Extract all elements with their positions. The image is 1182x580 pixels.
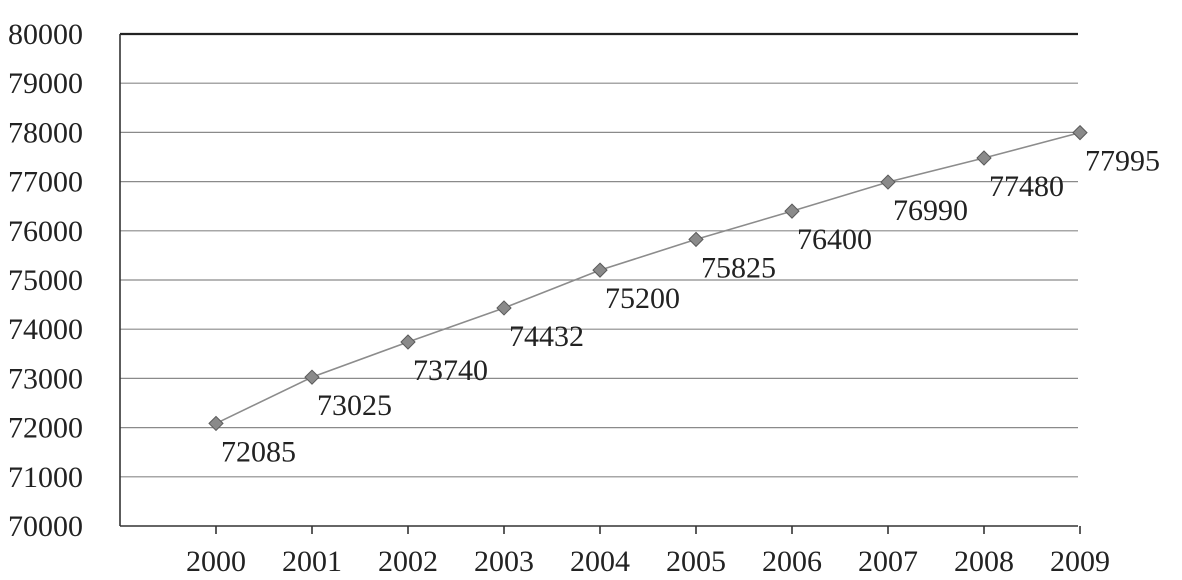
x-axis-tick-labels: 2000 2001 2002 2003 2004 2005 2006 2007 2008 2009 [186,545,1110,578]
series-line [215,131,1081,425]
y-axis-tick-labels: 70000 71000 72000 73000 74000 75000 76000 77000… [8,18,83,543]
y-tick-label-75000: 75000 [8,264,83,297]
y-tick-label-74000: 74000 [8,313,83,346]
grid-lines [120,82,1078,478]
x-tick-label-2007: 2007 [858,545,918,578]
y-tick-label-79000: 79000 [8,67,83,100]
data-label-2000: 72085 [221,435,296,468]
data-label-2005: 75825 [701,251,776,284]
data-point-2009 [1072,124,1088,141]
x-tick-label-2008: 2008 [954,545,1014,578]
data-label-2007: 76990 [893,194,968,227]
data-point-2006 [784,203,800,219]
y-tick-label-72000: 72000 [8,412,83,445]
data-point-2005 [688,231,704,248]
x-tick-label-2005: 2005 [666,545,726,578]
data-label-2009: 77995 [1085,145,1160,178]
data-point-2004 [592,262,608,278]
data-point-2001 [304,369,320,385]
x-tick-label-2002: 2002 [378,545,438,578]
data-point-2000 [208,415,224,432]
axes [119,32,1081,534]
x-tick-label-2009: 2009 [1050,545,1110,578]
data-label-2003: 74432 [509,320,584,353]
data-label-2008: 77480 [989,170,1064,203]
y-tick-label-80000: 80000 [8,18,83,51]
y-tick-label-70000: 70000 [8,510,83,543]
x-tick-label-2001: 2001 [282,545,342,578]
data-point-2008 [976,150,992,166]
x-tick-label-2004: 2004 [570,545,630,578]
data-label-2002: 73740 [413,354,488,387]
y-tick-label-76000: 76000 [8,215,83,248]
data-label-2006: 76400 [797,223,872,256]
y-tick-label-78000: 78000 [8,116,83,149]
y-tick-label-71000: 71000 [8,461,83,494]
data-point-2007 [880,174,896,190]
x-tick-label-2003: 2003 [474,545,534,578]
y-tick-label-73000: 73000 [8,362,83,395]
x-tick-label-2000: 2000 [186,545,246,578]
series-group [208,124,1088,432]
data-label-2004: 75200 [605,282,680,315]
data-labels: 72085 73025 73740 74432 75200 75825 76400 76990… [221,145,1160,469]
data-point-2002 [400,334,416,350]
data-point-2003 [496,300,512,316]
y-tick-label-77000: 77000 [8,166,83,199]
x-tick-label-2006: 2006 [762,545,822,578]
data-label-2001: 73025 [317,389,392,422]
